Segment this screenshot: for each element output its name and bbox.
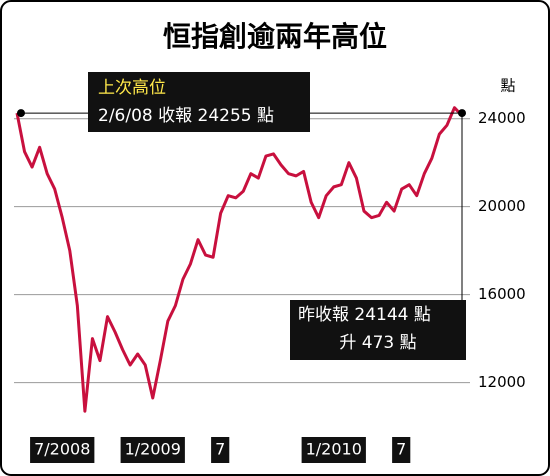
close-point xyxy=(458,109,466,118)
high-title: 上次高位 xyxy=(98,78,166,98)
x-tick-label: 7 xyxy=(396,440,406,459)
x-tick-label: 7 xyxy=(215,440,225,459)
x-tick-label: 7/2008 xyxy=(34,440,90,459)
data-line xyxy=(15,106,464,413)
x-label-box xyxy=(30,437,95,463)
chart-title: 恒指創逾兩年高位 xyxy=(163,20,387,53)
x-label-box xyxy=(301,437,366,463)
y-tick-label: 12000 xyxy=(478,373,526,391)
high-box xyxy=(88,72,310,132)
y-tick-label: 16000 xyxy=(478,285,526,303)
x-tick-label: 1/2009 xyxy=(125,440,181,459)
x-label-box xyxy=(211,437,230,463)
close-box xyxy=(290,300,466,360)
y-unit: 點 xyxy=(500,77,515,95)
x-tick-label: 1/2010 xyxy=(306,440,362,459)
x-label-box xyxy=(392,437,411,463)
high-text: 2/6/08 收報 24255 點 xyxy=(98,106,274,126)
high-point xyxy=(17,109,25,118)
x-label-box xyxy=(120,437,185,463)
change-text: 升 473 點 xyxy=(339,333,416,353)
close-text: 昨收報 24144 點 xyxy=(298,305,431,325)
y-tick-label: 24000 xyxy=(478,109,526,127)
y-tick-label: 20000 xyxy=(478,197,526,215)
